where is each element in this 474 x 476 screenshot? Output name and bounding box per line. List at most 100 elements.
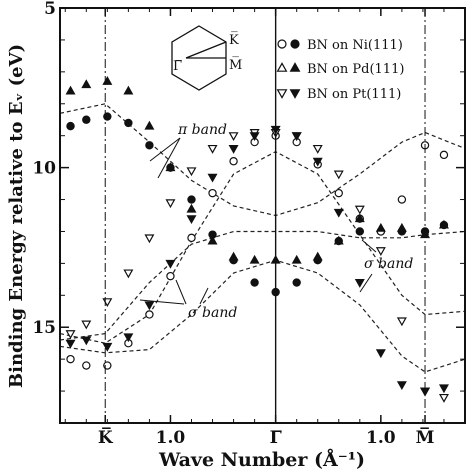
theory-curve-3 [59, 230, 466, 341]
data-point [81, 79, 92, 89]
data-point [208, 188, 217, 198]
legend: BN on Ni(111) BN on Pd(111) BN on Pt(111… [276, 38, 404, 102]
data-points [65, 76, 449, 403]
data-point [102, 76, 113, 85]
data-point [81, 336, 92, 346]
pi-band-label: π band [177, 122, 227, 138]
data-point [312, 144, 323, 154]
legend-label-pd: BN on Pd(111) [307, 62, 404, 77]
data-point [438, 393, 449, 403]
data-point [355, 227, 365, 236]
legend-marker-open [277, 39, 287, 49]
theory-curve-4 [59, 259, 466, 373]
data-point [228, 144, 239, 154]
data-point [123, 85, 134, 95]
data-point [333, 208, 344, 218]
data-point [186, 203, 197, 213]
data-point [228, 251, 239, 261]
sigma-right-pointer-1 [361, 239, 377, 253]
data-point [102, 342, 113, 352]
sigma-right-pointer-2 [359, 273, 373, 293]
data-point [65, 85, 76, 95]
data-point [207, 235, 218, 245]
data-point [396, 317, 407, 327]
theory-curves [59, 103, 466, 373]
data-point [66, 121, 75, 131]
data-point [312, 157, 323, 167]
data-point [438, 219, 449, 229]
series-sigma-lower [65, 125, 449, 397]
y-tick-label: 15 [32, 318, 56, 338]
data-point [312, 251, 323, 261]
data-point [123, 269, 134, 279]
sigma-left-pointer-3 [175, 279, 187, 305]
data-point [250, 278, 259, 287]
inset-m-label: M̅ [229, 57, 242, 73]
data-point [124, 118, 133, 128]
legend-label-ni: BN on Ni(111) [307, 38, 403, 53]
data-point [291, 254, 302, 264]
series-pi-mid [65, 76, 449, 264]
x-tick-label: Γ̅ [270, 428, 282, 448]
data-point [144, 301, 155, 311]
inset-gamma-label: Γ̅ [173, 59, 182, 74]
y-tick-label: 5 [44, 0, 56, 19]
theory-curve-2 [59, 151, 466, 344]
plot-frame [59, 7, 466, 424]
data-point [166, 271, 175, 281]
data-point [165, 259, 176, 269]
data-point [354, 205, 365, 215]
x-tick-label: 1.0 [156, 428, 186, 448]
pi-band-pointer-2 [157, 137, 181, 179]
data-point [396, 222, 407, 232]
legend-marker-open [276, 62, 288, 72]
legend-marker-open [276, 89, 288, 99]
x-axis-label: Wave Number (Å⁻¹) [158, 448, 365, 471]
data-point [186, 215, 197, 225]
data-point [249, 132, 260, 142]
data-point [396, 381, 407, 391]
data-point [165, 199, 176, 209]
data-point [375, 349, 386, 359]
data-point [102, 298, 113, 308]
data-point [65, 339, 76, 349]
gamma-k-line [185, 41, 227, 59]
data-point [375, 222, 386, 232]
sigma-left-pointer-2 [199, 287, 209, 305]
data-point [334, 188, 343, 198]
x-tick-label: K̅ [98, 427, 114, 448]
data-point [123, 333, 134, 343]
legend-marker-filled [289, 89, 301, 99]
data-point [82, 115, 91, 124]
symmetry-lines [104, 8, 426, 423]
brillouin-zone-inset: Γ̅ K̅ M̅ [171, 25, 242, 91]
data-point [186, 167, 197, 177]
data-point [354, 279, 365, 288]
legend-markers [276, 39, 301, 99]
data-point [82, 361, 91, 370]
legend-marker-filled [290, 39, 300, 49]
legend-label-pt: BN on Pt(111) [307, 87, 401, 102]
data-point [187, 195, 196, 204]
axis-ticks: 5 10 15 K̅ 1.0 Γ̅ 1.0 M̅ [32, 0, 465, 448]
legend-marker-filled [289, 62, 301, 72]
pi-band-pointer [149, 137, 181, 162]
data-point [165, 162, 176, 172]
inset-k-label: K̅ [229, 32, 239, 48]
y-axis-label: Binding Energy relative to Eᵥ (eV) [6, 44, 27, 388]
x-tick-label: 1.0 [366, 428, 396, 448]
data-point [249, 254, 260, 264]
sigma-left-pointer-1 [139, 299, 185, 305]
y-tick-label: 10 [32, 159, 56, 179]
data-point [333, 235, 344, 245]
data-point [145, 310, 154, 319]
data-point [375, 247, 386, 256]
data-point [439, 150, 449, 160]
data-point [144, 234, 155, 244]
data-point [144, 120, 155, 130]
annotations: π band σ band σ band [139, 122, 413, 321]
data-point [207, 173, 218, 183]
data-point [291, 132, 302, 142]
